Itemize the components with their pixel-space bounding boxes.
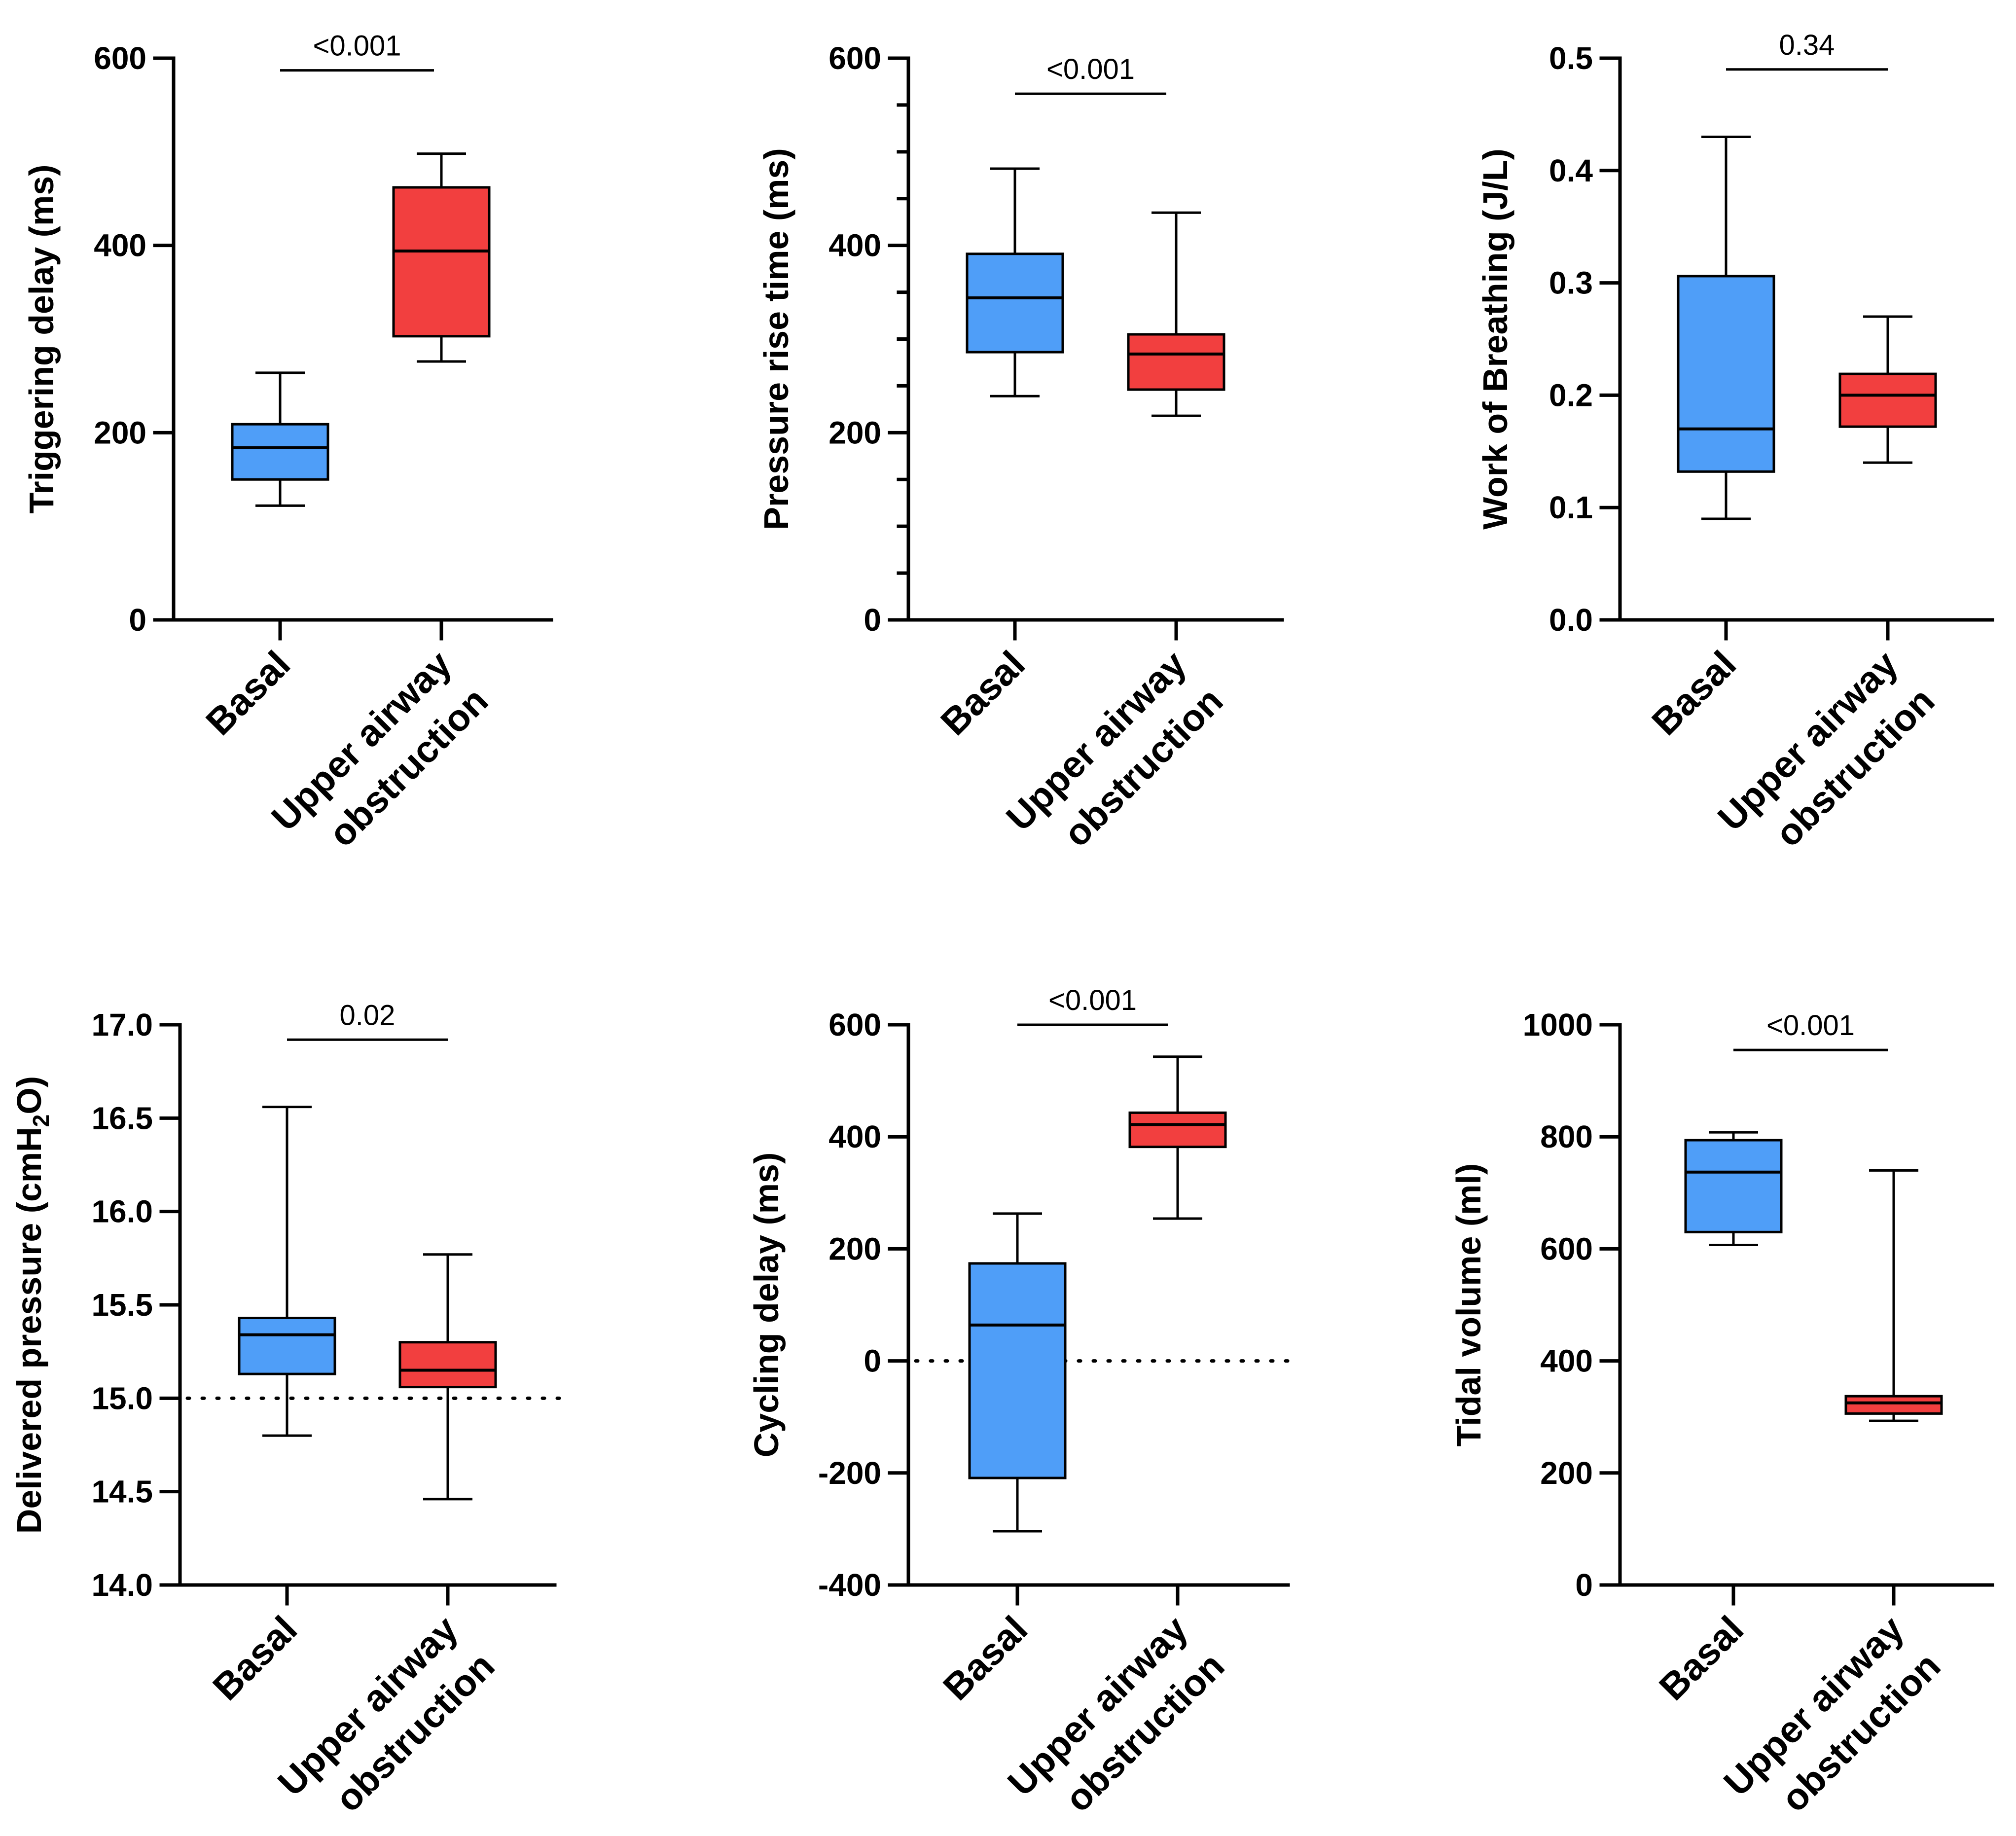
y-tick-label: 400 <box>1540 1343 1593 1379</box>
y-tick-label: 15.0 <box>91 1380 153 1416</box>
y-tick-label: -200 <box>818 1455 881 1491</box>
y-axis-label: Tidal volume (ml) <box>1449 1163 1488 1446</box>
y-tick-label: 0.1 <box>1549 490 1593 525</box>
chart-panel-3: 0.0 0.1 0.2 0.3 0.4 0.5 Work of Breathing (J/L… <box>1476 29 1994 876</box>
y-tick-label: 800 <box>1540 1119 1593 1154</box>
y-tick-label: 600 <box>828 40 881 76</box>
category-label: Upper airwayobstruction <box>270 1608 503 1836</box>
y-tick-label: 0.0 <box>1549 602 1593 638</box>
box-upper-airway-obstruction <box>398 1253 497 1501</box>
category-label: Basal <box>205 1608 306 1709</box>
y-tick-label: 0 <box>864 602 881 638</box>
y-tick-label: 0 <box>864 1343 881 1379</box>
p-value-label: <0.001 <box>1766 1009 1855 1042</box>
y-tick-label: 15.5 <box>91 1287 153 1323</box>
iqr-box <box>1844 1395 1943 1415</box>
category-label: Upper airwayobstruction <box>1000 1608 1232 1836</box>
y-axis-label: Triggering delay (ms) <box>22 165 61 514</box>
p-value-label: 0.34 <box>1779 29 1835 61</box>
p-value-label: <0.001 <box>313 30 401 62</box>
y-tick-label: -400 <box>818 1567 881 1603</box>
chart-panel-4: 14.0 14.5 15.0 15.5 16.0 16.5 17.0 Delivered pr… <box>10 999 562 1836</box>
box-basal <box>966 167 1064 397</box>
box-basal <box>1677 135 1775 520</box>
y-axis-label: Cycling delay (ms) <box>747 1152 786 1458</box>
iqr-box <box>392 186 491 338</box>
iqr-box <box>1838 372 1937 428</box>
y-tick-label: 400 <box>828 228 881 263</box>
iqr-box <box>238 1317 336 1375</box>
box-upper-airway-obstruction <box>1127 211 1225 417</box>
y-tick-label: 0.2 <box>1549 377 1593 413</box>
box-upper-airway-obstruction <box>392 152 491 363</box>
box-basal <box>231 371 329 507</box>
iqr-box <box>398 1341 497 1389</box>
y-tick-label: 400 <box>828 1119 881 1154</box>
y-tick-label: 200 <box>94 415 146 450</box>
p-value-label: 0.02 <box>340 999 396 1031</box>
y-tick-label: 200 <box>828 415 881 450</box>
category-label: Basal <box>198 643 299 744</box>
iqr-box <box>1677 275 1775 473</box>
chart-panel-5: -400 -200 0 200 400 600 Cycling delay (ms) Basa… <box>747 984 1295 1836</box>
box-upper-airway-obstruction <box>1128 1055 1227 1220</box>
box-upper-airway-obstruction <box>1838 315 1937 464</box>
y-axis-label: Pressure rise time (ms) <box>757 148 795 530</box>
y-tick-label: 14.5 <box>91 1474 153 1510</box>
y-tick-label: 400 <box>94 228 146 263</box>
y-tick-label: 16.0 <box>91 1194 153 1229</box>
y-tick-label: 600 <box>1540 1231 1593 1266</box>
category-label: Upper airwayobstruction <box>263 643 496 876</box>
p-value-label: <0.001 <box>1048 984 1137 1016</box>
category-label: Basal <box>933 643 1034 744</box>
category-label: Upper airwayobstruction <box>1710 643 1943 876</box>
box-basal <box>1684 1131 1783 1246</box>
chart-panel-2: 0 200 400 600 Pressure rise time (ms) BasalUp… <box>757 40 1284 876</box>
y-tick-label: 14.0 <box>91 1567 153 1603</box>
y-tick-label: 1000 <box>1523 1007 1593 1043</box>
box-basal <box>238 1106 336 1437</box>
y-tick-label: 600 <box>828 1007 881 1043</box>
iqr-box <box>1128 1111 1227 1149</box>
y-axis-label: Delivered pressure (cmH2O) <box>10 1076 54 1534</box>
y-tick-label: 200 <box>1540 1455 1593 1491</box>
y-tick-label: 0.3 <box>1549 265 1593 301</box>
iqr-box <box>1127 333 1225 391</box>
y-tick-label: 0.5 <box>1549 40 1593 76</box>
iqr-box <box>231 423 329 481</box>
iqr-box <box>968 1262 1067 1479</box>
y-tick-label: 600 <box>94 40 146 76</box>
y-tick-label: 0 <box>129 602 146 638</box>
box-upper-airway-obstruction <box>1844 1169 1943 1422</box>
y-tick-label: 17.0 <box>91 1007 153 1043</box>
category-label: Upper airwayobstruction <box>998 643 1231 876</box>
category-label: Basal <box>1652 1608 1752 1709</box>
y-tick-label: 0 <box>1575 1567 1593 1603</box>
iqr-box <box>1684 1139 1783 1233</box>
category-label: Basal <box>1644 643 1745 744</box>
y-tick-label: 200 <box>828 1231 881 1266</box>
category-label: Upper airwayobstruction <box>1716 1608 1948 1836</box>
chart-panel-6: 0 200 400 600 800 1000 Tidal volume (ml) BasalU… <box>1449 1007 1994 1836</box>
category-label: Basal <box>936 1608 1036 1709</box>
chart-panel-1: 0 200 400 600 Triggering delay (ms) BasalUppe… <box>22 30 553 876</box>
p-value-label: <0.001 <box>1046 53 1135 85</box>
iqr-box <box>966 252 1064 354</box>
y-tick-label: 16.5 <box>91 1100 153 1136</box>
box-basal <box>968 1212 1067 1533</box>
y-tick-label: 0.4 <box>1549 153 1593 188</box>
y-axis-label: Work of Breathing (J/L) <box>1476 148 1514 530</box>
